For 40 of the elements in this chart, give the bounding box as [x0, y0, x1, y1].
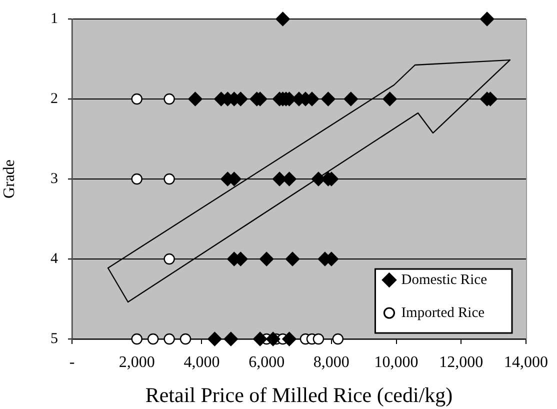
point [344, 92, 358, 106]
legend-label: Domestic Rice [401, 272, 488, 288]
y-tick-label: 4 [50, 250, 58, 267]
point [224, 332, 238, 346]
x-tick-label: 6,000 [248, 354, 285, 371]
point [208, 332, 222, 346]
y-tick-label: 5 [50, 330, 58, 347]
x-axis-title: Retail Price of Milled Rice (cedi/kg) [145, 382, 453, 407]
point [164, 173, 175, 185]
x-tick-label: 4,000 [184, 354, 220, 371]
point [188, 92, 202, 106]
point [321, 92, 336, 106]
point [180, 333, 192, 345]
point [164, 333, 175, 345]
point [282, 332, 296, 346]
point [164, 93, 175, 105]
point [131, 93, 142, 105]
point [285, 252, 300, 266]
y-axis-title: Grade [0, 159, 18, 199]
point [332, 333, 344, 345]
point [276, 12, 290, 26]
x-tick-label: 2,000 [118, 354, 155, 371]
point [147, 333, 159, 345]
point [382, 92, 397, 106]
point [131, 333, 142, 345]
y-tick-label: 1 [50, 10, 58, 27]
point [131, 173, 142, 185]
x-tick-label: 14,000 [504, 354, 548, 371]
y-tick-label: 3 [50, 170, 58, 187]
point [252, 332, 268, 346]
x-tick-label: 10,000 [374, 354, 418, 371]
point [480, 12, 494, 26]
point [164, 253, 175, 265]
x-tick-label: 8,000 [313, 354, 350, 371]
y-tick-label: 2 [50, 90, 58, 107]
x-tick-label: - [69, 354, 75, 371]
x-tick-label: 12,000 [439, 354, 484, 371]
legend-label: Imported Rice [401, 304, 485, 321]
point [259, 252, 274, 266]
point [312, 333, 324, 345]
